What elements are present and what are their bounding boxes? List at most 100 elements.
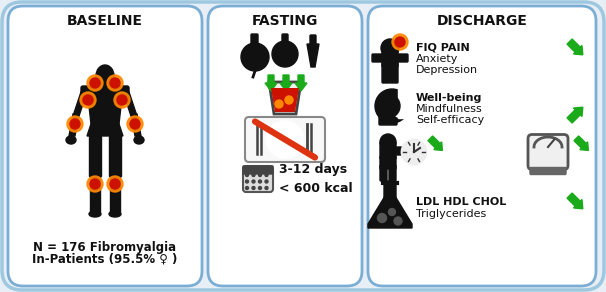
Circle shape — [259, 180, 262, 183]
FancyArrow shape — [280, 75, 292, 91]
Polygon shape — [123, 92, 137, 116]
Circle shape — [130, 119, 140, 129]
FancyArrow shape — [295, 75, 307, 91]
Circle shape — [388, 208, 396, 215]
Circle shape — [117, 95, 127, 105]
FancyBboxPatch shape — [380, 165, 387, 181]
FancyBboxPatch shape — [382, 63, 390, 83]
Circle shape — [378, 213, 387, 223]
Text: LDL HDL CHOL: LDL HDL CHOL — [416, 197, 506, 207]
Ellipse shape — [109, 211, 121, 217]
FancyArrow shape — [265, 75, 277, 91]
FancyBboxPatch shape — [390, 63, 398, 83]
FancyBboxPatch shape — [389, 165, 396, 181]
Text: < 600 kcal: < 600 kcal — [279, 182, 353, 194]
FancyBboxPatch shape — [8, 6, 202, 286]
Polygon shape — [89, 136, 101, 176]
Circle shape — [375, 89, 409, 123]
FancyArrow shape — [567, 107, 583, 123]
Circle shape — [241, 43, 269, 71]
Circle shape — [265, 173, 268, 176]
FancyBboxPatch shape — [368, 6, 596, 286]
Polygon shape — [87, 124, 123, 136]
Ellipse shape — [66, 136, 76, 144]
FancyBboxPatch shape — [384, 181, 396, 199]
Circle shape — [272, 41, 298, 67]
Text: 3-12 days: 3-12 days — [279, 164, 347, 176]
Polygon shape — [368, 196, 412, 228]
Circle shape — [245, 180, 248, 183]
Polygon shape — [307, 44, 319, 67]
FancyBboxPatch shape — [101, 74, 110, 90]
Circle shape — [252, 187, 255, 190]
FancyArrow shape — [567, 193, 583, 209]
FancyBboxPatch shape — [372, 54, 386, 62]
Text: FIQ PAIN: FIQ PAIN — [416, 43, 470, 53]
Circle shape — [107, 75, 123, 91]
Circle shape — [252, 173, 255, 176]
FancyBboxPatch shape — [310, 35, 316, 46]
FancyBboxPatch shape — [394, 54, 408, 62]
Ellipse shape — [89, 211, 101, 217]
FancyBboxPatch shape — [245, 117, 325, 162]
Circle shape — [245, 173, 248, 176]
Circle shape — [380, 134, 396, 150]
Circle shape — [381, 39, 399, 57]
Circle shape — [285, 96, 293, 104]
FancyBboxPatch shape — [530, 168, 566, 175]
FancyBboxPatch shape — [81, 86, 129, 102]
Circle shape — [87, 75, 103, 91]
Circle shape — [402, 140, 426, 164]
Polygon shape — [271, 88, 299, 112]
Circle shape — [127, 116, 143, 132]
Ellipse shape — [134, 136, 144, 144]
FancyBboxPatch shape — [380, 142, 396, 159]
Text: DISCHARGE: DISCHARGE — [436, 14, 527, 28]
FancyBboxPatch shape — [380, 156, 396, 169]
FancyArrow shape — [567, 39, 583, 55]
Circle shape — [267, 121, 303, 157]
FancyBboxPatch shape — [243, 166, 273, 192]
Circle shape — [265, 180, 268, 183]
FancyBboxPatch shape — [528, 135, 568, 169]
FancyBboxPatch shape — [251, 34, 258, 46]
FancyArrow shape — [574, 136, 588, 150]
Text: In-Patients (95.5% ♀ ): In-Patients (95.5% ♀ ) — [32, 253, 178, 266]
Polygon shape — [109, 136, 121, 176]
Circle shape — [252, 180, 255, 183]
Circle shape — [259, 187, 262, 190]
Text: Anxiety: Anxiety — [416, 54, 458, 64]
Circle shape — [80, 92, 96, 108]
Text: FASTING: FASTING — [252, 14, 318, 28]
FancyBboxPatch shape — [208, 6, 362, 286]
Text: Mindfulness: Mindfulness — [416, 104, 483, 114]
FancyBboxPatch shape — [393, 147, 409, 155]
FancyBboxPatch shape — [243, 166, 273, 174]
Circle shape — [259, 173, 262, 176]
Circle shape — [90, 78, 100, 88]
Polygon shape — [73, 92, 87, 116]
Circle shape — [90, 179, 100, 189]
Circle shape — [265, 187, 268, 190]
Circle shape — [107, 176, 123, 192]
Polygon shape — [69, 114, 79, 136]
Circle shape — [394, 217, 402, 225]
Polygon shape — [87, 88, 123, 124]
Text: BASELINE: BASELINE — [67, 14, 143, 28]
Circle shape — [376, 94, 400, 118]
Circle shape — [392, 98, 412, 118]
Text: Depression: Depression — [416, 65, 478, 75]
Circle shape — [67, 116, 83, 132]
Circle shape — [395, 37, 405, 47]
Polygon shape — [110, 174, 120, 212]
Text: Self-efficacy: Self-efficacy — [416, 115, 484, 125]
Circle shape — [110, 78, 120, 88]
Circle shape — [392, 34, 408, 50]
FancyBboxPatch shape — [282, 34, 288, 44]
FancyBboxPatch shape — [379, 113, 397, 125]
Circle shape — [272, 126, 298, 152]
Ellipse shape — [96, 65, 114, 87]
Circle shape — [110, 179, 120, 189]
Polygon shape — [131, 114, 141, 136]
Circle shape — [70, 119, 80, 129]
